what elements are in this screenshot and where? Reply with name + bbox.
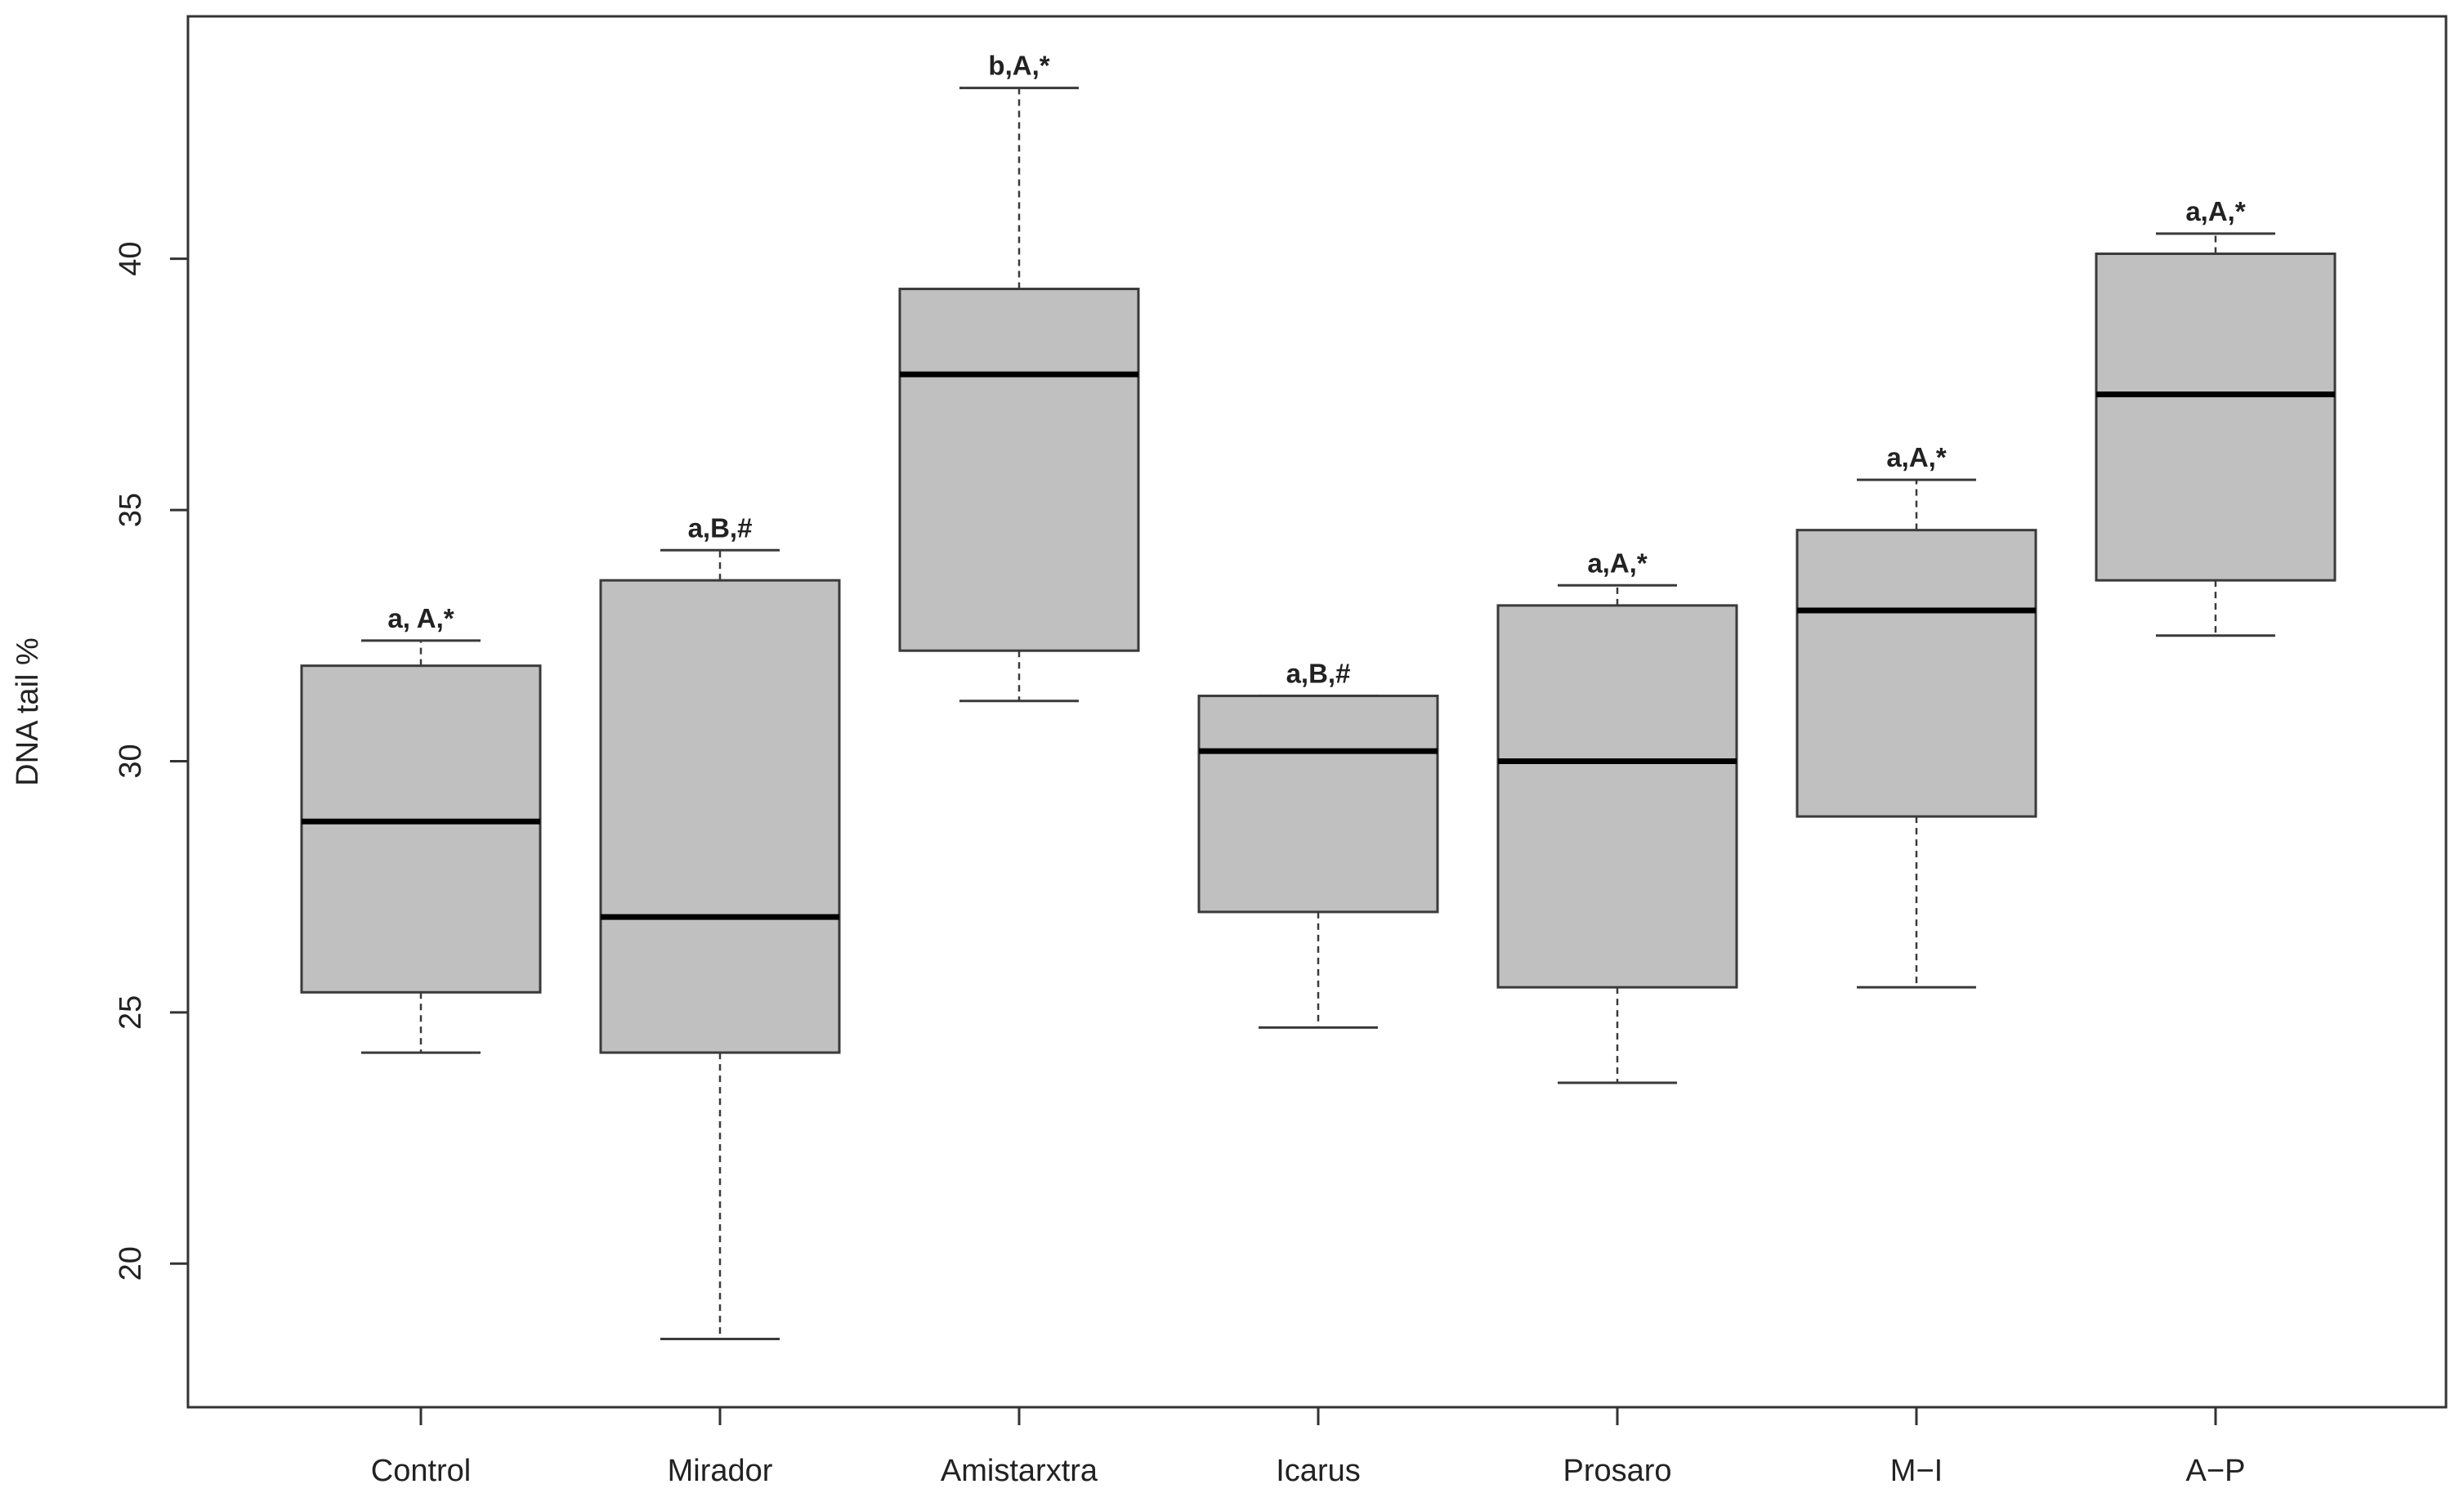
iqr-box [1197,695,1439,914]
y-tick-label: 30 [114,744,148,778]
significance-label: a,B,# [688,512,753,543]
x-tick-label: A−P [2186,1454,2246,1488]
iqr-box [2095,253,2337,582]
x-axis-ticks: Control Mirador Amistarxtra Icarus Prosaro M−… [371,1407,2246,1488]
iqr-box [1795,529,2037,818]
box-group-amistarxtra: b,A,* [898,51,1140,703]
x-tick-label: Amistarxtra [941,1454,1098,1488]
y-axis-label: DNA tail % [11,637,45,786]
x-tick-label: Prosaro [1563,1454,1671,1488]
iqr-box [898,288,1140,652]
significance-label: a,A,* [1886,442,1947,472]
iqr-box [1496,604,1738,989]
box-group-icarus: a,B,# [1197,659,1439,1029]
significance-label: a, A,* [387,603,454,633]
iqr-box [599,579,841,1054]
iqr-box [300,664,542,994]
x-tick-label: Control [371,1454,472,1488]
y-tick-label: 40 [114,242,148,276]
box-group-control: a, A,* [300,603,542,1054]
y-tick-label: 20 [114,1246,148,1281]
significance-label: a,B,# [1286,659,1351,689]
box-series: a, A,* a,B,# b,A,* a,B,# a,A,* a,A,* a,A,* [300,51,2337,1341]
box-group-mirador: a,B,# [599,512,841,1341]
y-tick-label: 35 [114,493,148,527]
box-group-prosaro: a,A,* [1496,548,1738,1084]
x-tick-label: M−I [1890,1454,1943,1488]
y-tick-label: 25 [114,995,148,1030]
significance-label: a,A,* [2185,196,2246,226]
significance-label: b,A,* [988,51,1049,81]
x-tick-label: Icarus [1276,1454,1360,1488]
box-group-m-i: a,A,* [1795,442,2037,989]
y-axis-ticks: 20 25 30 35 40 [114,242,188,1281]
x-tick-label: Mirador [668,1454,773,1488]
significance-label: a,A,* [1587,548,1648,578]
box-group-a-p: a,A,* [2095,196,2337,637]
